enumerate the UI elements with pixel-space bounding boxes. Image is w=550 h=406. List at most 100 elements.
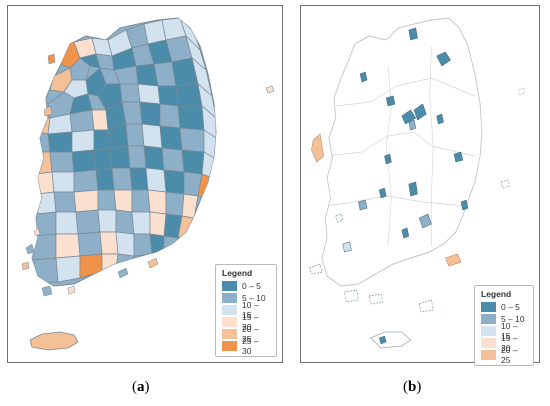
district: [73, 189, 99, 213]
district: [147, 189, 167, 215]
caption-close: ): [416, 379, 422, 395]
island: [21, 261, 30, 271]
legend-label: 5 – 10: [242, 293, 266, 303]
legend-swatch: [481, 302, 496, 312]
district: [127, 145, 147, 169]
district-highlight: [358, 199, 368, 211]
district-highlight: [444, 253, 462, 267]
district: [141, 123, 163, 149]
district: [51, 171, 75, 193]
legend-swatch: [222, 329, 237, 339]
district-highlight: [384, 153, 392, 165]
district: [55, 211, 79, 235]
legend-b: Legend 0 – 5 5 – 10 10 – 15 15 – 20 20 –…: [474, 285, 534, 366]
legend-swatch: [481, 314, 496, 324]
district: [165, 191, 185, 217]
district: [137, 83, 161, 105]
district: [131, 211, 151, 235]
legend-label: 15 – 20: [501, 333, 518, 353]
district: [73, 169, 99, 193]
district: [159, 125, 183, 151]
district-highlight: [385, 95, 396, 107]
province-boundary: [385, 65, 392, 247]
island: [43, 105, 53, 117]
caption-open: (: [132, 379, 137, 395]
province-boundary: [335, 77, 476, 107]
district-highlight: [342, 241, 352, 253]
legend-label: 25 – 30: [242, 336, 259, 356]
legend-swatch: [481, 326, 496, 336]
jeju-island: [369, 331, 412, 349]
district: [109, 145, 131, 169]
province-boundary: [429, 45, 434, 246]
district: [55, 233, 81, 259]
island: [67, 285, 76, 295]
legend-item: 15 – 20: [481, 333, 527, 353]
district: [55, 255, 81, 283]
legend-title: Legend: [222, 268, 253, 278]
island: [25, 243, 35, 255]
legend-item: 10 – 15: [222, 300, 270, 320]
choropleth-map-a: [21, 17, 275, 351]
ulleung-island: [518, 87, 525, 96]
district: [163, 169, 185, 195]
legend-label: 20 – 25: [501, 345, 518, 365]
district-highlight: [401, 109, 417, 125]
legend-swatch: [481, 338, 496, 348]
district: [53, 191, 77, 213]
district-highlight: [460, 199, 469, 211]
island: [335, 213, 344, 223]
district: [125, 123, 145, 147]
island: [368, 293, 384, 305]
legend-label: 0 – 5: [501, 302, 520, 312]
district: [157, 85, 179, 107]
district-highlight: [453, 151, 464, 163]
legend-swatch: [481, 350, 496, 360]
legend-item: 5 – 10: [222, 292, 270, 304]
map-panel-b: Legend 0 – 5 5 – 10 10 – 15 15 – 20 20 –…: [300, 5, 540, 366]
district: [71, 149, 97, 173]
district: [177, 105, 205, 131]
legend-item: 0 – 5: [481, 301, 527, 313]
district: [149, 211, 167, 237]
district: [75, 209, 101, 235]
district-highlight: [378, 187, 387, 199]
legend-item: 0 – 5: [222, 280, 270, 292]
legend-title: Legend: [481, 289, 512, 299]
district: [115, 231, 135, 257]
district-highlight: [401, 227, 410, 239]
district: [111, 167, 133, 191]
district: [115, 209, 135, 235]
island: [344, 289, 359, 303]
district: [119, 83, 141, 103]
legend-a: Legend 0 – 5 5 – 10 10 – 15 15 – 20 20 –…: [215, 264, 277, 357]
district: [91, 109, 109, 131]
district: [77, 231, 103, 257]
legend-label: 5 – 10: [501, 314, 525, 324]
district: [79, 253, 103, 279]
province-boundary: [327, 131, 475, 157]
island: [33, 227, 41, 237]
legend-swatch: [222, 293, 237, 303]
district: [131, 189, 151, 213]
island: [309, 263, 323, 275]
ulleung-island: [265, 85, 275, 94]
legend-swatch: [222, 317, 237, 327]
district: [49, 151, 75, 173]
district-highlight: [378, 335, 387, 345]
district-highlight: [408, 27, 418, 41]
district: [35, 117, 51, 135]
district: [175, 83, 203, 107]
legend-swatch: [222, 341, 237, 351]
district: [179, 127, 205, 153]
legend-item: 5 – 10: [481, 313, 527, 325]
district: [181, 193, 199, 219]
caption-open: (: [403, 379, 408, 395]
map-panel-a: Legend 0 – 5 5 – 10 10 – 15 15 – 20 20 –…: [7, 5, 283, 363]
district-highlight: [413, 103, 427, 121]
caption-letter: a: [137, 379, 145, 395]
district: [97, 209, 117, 233]
legend-swatch: [222, 305, 237, 315]
district: [32, 233, 57, 261]
district: [145, 167, 167, 193]
